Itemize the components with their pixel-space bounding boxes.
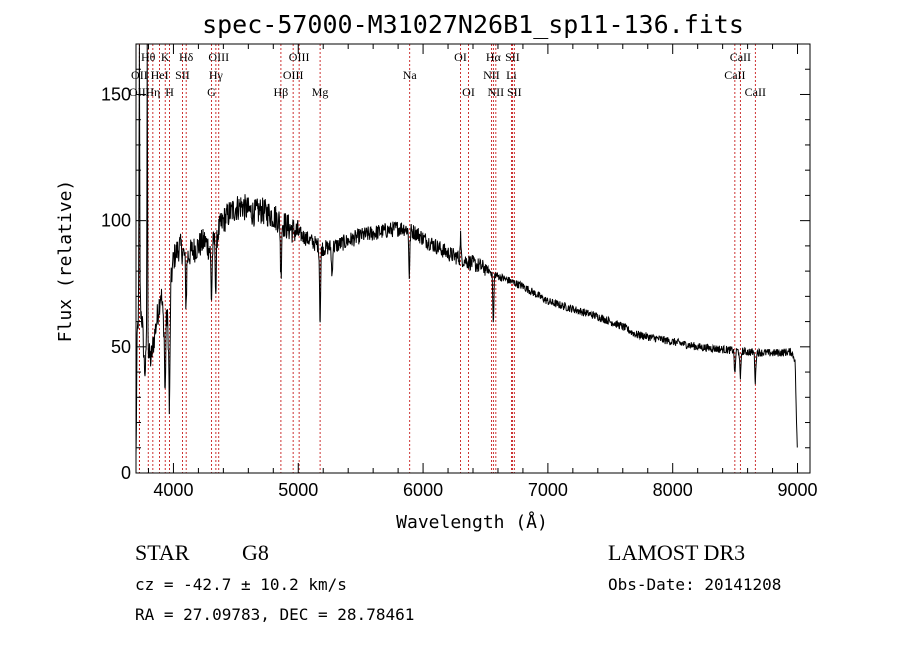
y-tick-label: 0: [121, 463, 131, 483]
redshift-velocity: cz = -42.7 ± 10.2 km/s: [135, 575, 347, 594]
x-tick-label: 9000: [777, 480, 817, 500]
x-tick-label: 7000: [528, 480, 568, 500]
spectral-line-markers: [138, 44, 756, 473]
y-tick-label: 50: [111, 337, 131, 357]
spectral-line-label: OI: [462, 85, 475, 99]
spectral-line-label: NII: [488, 85, 505, 99]
x-axis-label: Wavelength (Å): [396, 511, 548, 533]
x-tick-label: 4000: [153, 480, 193, 500]
y-axis-ticks: 0 50 100 150: [101, 43, 810, 483]
spectral-line-label: Hβ: [274, 85, 289, 99]
x-axis-ticks: 4000 5000 6000 7000 8000 9000: [147, 44, 818, 500]
spectral-line-label: CaII: [745, 85, 766, 99]
spectral-line-label: CaII: [724, 68, 745, 82]
spectral-line-label: OIII: [289, 50, 310, 64]
spectral-line-label: SII: [175, 68, 190, 82]
chart-title: spec-57000-M31027N26B1_sp11-136.fits: [202, 10, 744, 39]
spectral-line-label: OI: [454, 50, 467, 64]
y-tick-label: 150: [101, 84, 131, 104]
spectral-line-label: CaII: [730, 50, 751, 64]
x-tick-label: 6000: [403, 480, 443, 500]
coordinates: RA = 27.09783, DEC = 28.78461: [135, 605, 415, 624]
spectrum-line: [135, 43, 798, 457]
survey-name: LAMOST DR3: [608, 540, 746, 565]
spectral-line-label: HeI: [151, 68, 169, 82]
y-axis-label: Flux (relative): [55, 180, 76, 343]
spectral-line-label: Hα: [486, 50, 502, 64]
spectral-line-label: Hδ: [179, 50, 194, 64]
spectral-line-label: OIII: [283, 68, 304, 82]
spectral-line-label: Li: [506, 68, 517, 82]
spectral-line-label: Mg: [312, 85, 329, 99]
y-tick-label: 100: [101, 211, 131, 231]
spectral-line-label: Na: [403, 68, 418, 82]
x-tick-label: 5000: [278, 480, 318, 500]
spectral-line-label: NII: [483, 68, 500, 82]
spectral-line-label: OIII: [208, 50, 229, 64]
spectral-line-label: G: [207, 85, 216, 99]
spectral-line-label: K: [161, 50, 170, 64]
observation-date: Obs-Date: 20141208: [608, 575, 782, 594]
spectral-line-label: SII: [505, 50, 520, 64]
spectral-line-label: Hη: [145, 85, 160, 99]
spectral-line-label: H: [165, 85, 174, 99]
spectral-line-label: Hθ: [141, 50, 156, 64]
spectral-line-label: Hγ: [209, 68, 224, 82]
spectral-line-label: SII: [507, 85, 522, 99]
x-tick-label: 8000: [653, 480, 693, 500]
object-class: STAR: [135, 540, 190, 565]
subclass: G8: [242, 540, 269, 565]
